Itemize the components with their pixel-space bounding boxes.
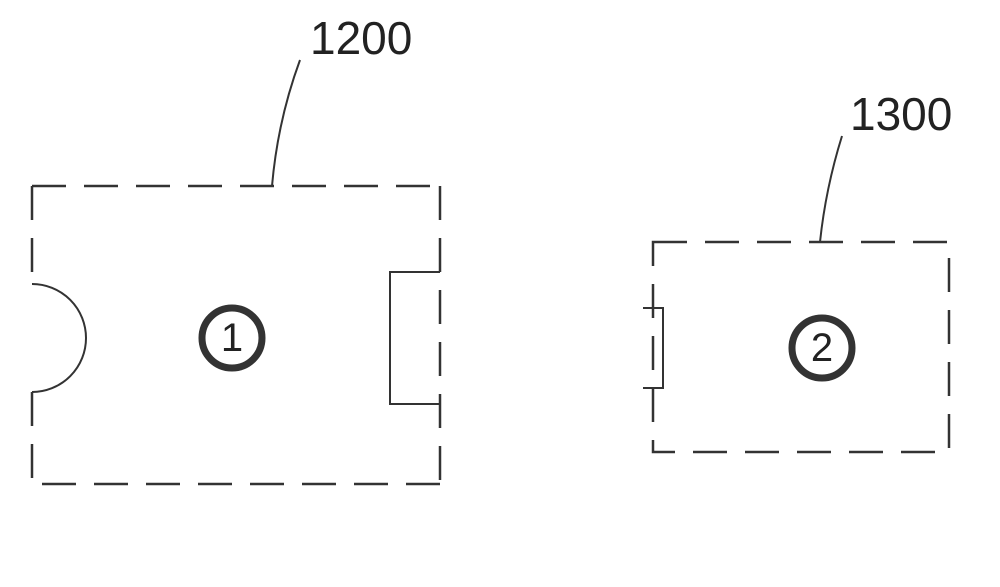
block-1200-label: 1200 [310, 12, 412, 64]
block-1300-circle-label: 2 [811, 326, 833, 370]
block-1200-circle-label: 1 [221, 316, 243, 360]
block-1300-label: 1300 [850, 88, 952, 140]
